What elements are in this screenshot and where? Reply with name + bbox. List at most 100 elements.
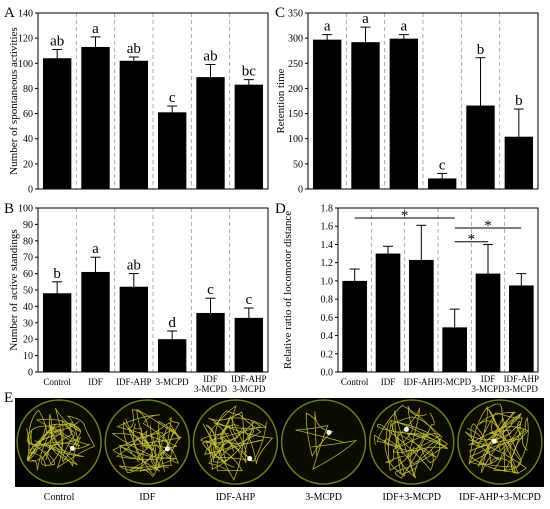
significance-letter: b [53,266,61,282]
panel-label-e: E [4,390,13,406]
y-tick-label: 30 [23,318,33,329]
bar [351,42,380,190]
y-tick-label: 0 [28,185,33,196]
bar [81,271,110,372]
larva-dot [69,445,75,451]
dish: IDF-AHP+3-MCPD [457,399,543,503]
bar [234,84,264,189]
y-tick-label: 50 [293,159,303,170]
chart-panel-c: C 0 50 100 150 200 250 300 350 Retention time a a a c… [275,5,539,196]
significance-letter: a [362,11,369,27]
x-tick-label: IDF [88,377,103,387]
bar [375,253,401,372]
y-tick-label: 50 [23,286,33,297]
y-tick-label: 0 [28,368,33,379]
bar [119,286,149,372]
y-tick-label: 0.4 [321,331,334,342]
y-tick-label: 250 [288,59,303,70]
trajectory-image-strip [15,398,544,487]
y-tick-label: 100 [18,59,33,70]
y-tick-label: 350 [288,9,303,20]
y-tick-label: 1.2 [321,258,334,269]
bar [509,285,534,372]
y-tick-label: 0.0 [321,368,334,379]
trajectory-path [26,422,78,471]
y-tick-label: 60 [23,109,33,120]
larva-dot [403,426,409,432]
x-tick-label: Control [341,377,369,387]
significance-star: * [401,208,409,224]
trajectory-path [28,409,84,468]
y-tick-label: 10 [23,351,33,362]
larva-dot [326,430,332,436]
trajectory-path [469,416,529,468]
dish-label: IDF [139,492,156,503]
x-tick-label: IDF [203,374,218,384]
panel-label: C [275,5,285,21]
dish-label: IDF+3-MCPD [383,492,441,503]
y-tick-label: 150 [288,109,303,120]
bar [119,60,149,190]
x-tick-label: IDF [481,374,496,384]
trajectory-path [373,419,417,479]
x-tick-label: Control [43,377,71,387]
x-tick-label: 3-MCPD [156,377,190,387]
trajectory-path [384,416,441,477]
dish-label: IDF-AHP [216,492,256,503]
dish: IDF-AHP [192,399,279,503]
bar [389,38,419,189]
significance-letter: c [207,282,214,298]
trajectory-path [466,405,523,465]
dish: Control [16,399,102,503]
significance-star: * [468,232,476,248]
y-tick-label: 100 [288,134,303,145]
dish-rim [457,399,543,485]
significance-letter: c [245,292,252,308]
x-tick-label: IDF-AHP [404,377,440,387]
trajectory-path [34,422,81,466]
significance-letter: ab [127,41,141,57]
trajectory-path [141,420,180,472]
dish-label: 3-MCPD [305,492,342,503]
y-tick-label: 1.8 [321,204,334,215]
significance-letter: a [92,241,99,257]
y-tick-label: 200 [288,84,303,95]
y-tick-label: 1.0 [321,276,334,287]
chart-panel-a: A 0 20 40 60 80 100 120 140 Number of spontaneous… [4,5,269,196]
x-tick-label: 3-MCPD [232,384,266,394]
panel-label: A [4,5,15,21]
axes-frame [307,12,539,190]
dish: IDF [104,399,190,503]
larva-dot [164,446,170,452]
x-tick-label: IDF-AHP [231,374,267,384]
trajectory-path [384,407,443,465]
significance-letter: ab [127,258,141,274]
y-axis-label: Number of active standings [8,229,20,350]
y-tick-label: 70 [23,253,33,264]
y-axis-label: Number of spontaneous activities [8,27,20,175]
significance-star: * [484,218,492,234]
y-tick-label: 60 [23,269,33,280]
x-tick-label: 3-MCPD [505,384,539,394]
y-tick-label: 80 [23,236,33,247]
significance-letter: ab [203,49,217,65]
significance-letter: b [477,42,485,58]
larva-dot [247,456,253,462]
trajectory-path [295,424,358,470]
y-tick-label: 20 [23,335,33,346]
trajectory-path [199,405,264,458]
x-tick-label: IDF [381,377,396,387]
y-tick-label: 1.4 [321,240,334,251]
y-tick-label: 90 [23,220,33,231]
significance-letter: d [168,315,176,331]
significance-letter: a [400,19,407,35]
panel-label: B [4,201,14,217]
x-tick-label: IDF-AHP [116,377,152,387]
bar [42,58,72,189]
bar [42,293,72,372]
trajectory-path [204,410,262,463]
axes-frame [337,207,539,373]
chart-panel-d: D 0.0 0.2 0.4 0.6 0.8 1.0 1.2 1.4 1.6 1.8 Relative … [275,201,539,394]
y-tick-label: 40 [23,302,33,313]
significance-letter: ab [50,33,64,49]
